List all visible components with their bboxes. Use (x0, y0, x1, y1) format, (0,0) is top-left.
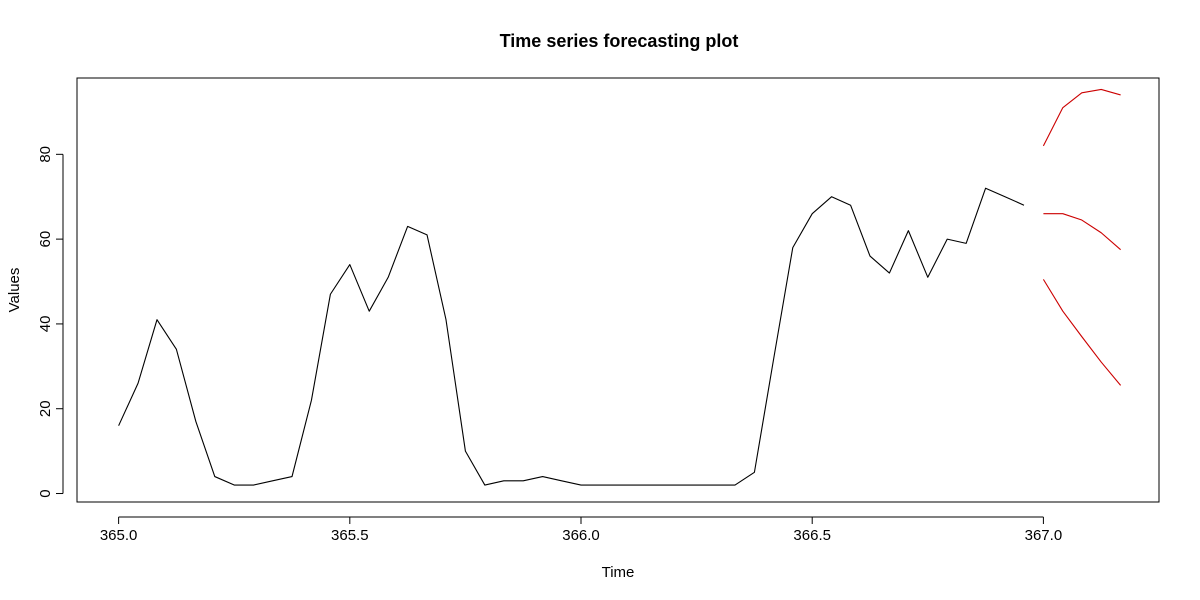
y-tick-label: 80 (37, 146, 54, 163)
y-tick-label: 0 (37, 489, 54, 497)
plot-area-border (76, 77, 1160, 503)
y-tick-label: 20 (37, 400, 54, 417)
series-layer (118, 88, 1122, 486)
x-axis-label: Time (602, 564, 635, 581)
y-tick-label: 60 (37, 231, 54, 248)
y-tick-label: 40 (37, 316, 54, 333)
y-axis: 0 20 40 60 80 (37, 146, 64, 498)
observed-series-line (118, 187, 1025, 486)
forecast-series-line (1043, 213, 1121, 251)
forecast-series-line (1042, 279, 1122, 386)
y-axis-label: Values (6, 268, 23, 313)
x-tick-label: 366.0 (562, 527, 600, 544)
x-tick-label: 367.0 (1025, 527, 1063, 544)
x-tick-label: 366.5 (793, 527, 831, 544)
forecast-series-line (1042, 88, 1121, 147)
chart-title: Time series forecasting plot (500, 31, 739, 51)
x-tick-label: 365.0 (100, 527, 138, 544)
x-axis: 365.0 365.5 366.0 366.5 367.0 (100, 516, 1063, 544)
x-tick-label: 365.5 (331, 527, 369, 544)
